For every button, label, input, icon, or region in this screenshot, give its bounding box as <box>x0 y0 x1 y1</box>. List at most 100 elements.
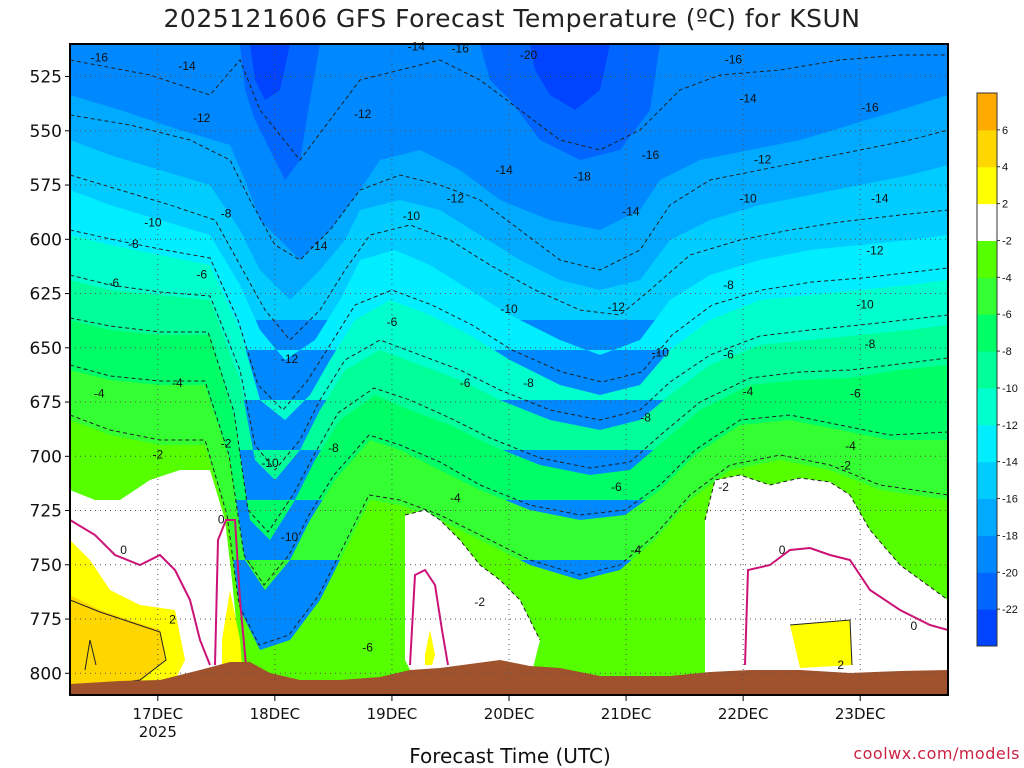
contour-label: -6 <box>109 276 120 290</box>
colorbar-segment <box>977 535 997 573</box>
y-tick-label: 700 <box>30 447 62 467</box>
colorbar-segment <box>977 203 997 241</box>
colorbar-label: -2 <box>1002 235 1012 247</box>
y-tick-label: 675 <box>30 393 62 413</box>
y-tick-label: 600 <box>30 230 62 250</box>
contour-label: -16 <box>452 42 470 56</box>
contour-label: -2 <box>840 458 851 472</box>
colorbar-label: -12 <box>1002 420 1018 432</box>
terrain-ground <box>70 660 948 695</box>
contour-label: -6 <box>611 480 622 494</box>
contour-label: 2 <box>169 612 176 626</box>
contour-label: -14 <box>408 40 426 54</box>
contour-label: -2 <box>718 480 729 494</box>
colorbar-label: -14 <box>1002 457 1018 469</box>
contour-label: -8 <box>328 441 339 455</box>
contour-label: -8 <box>523 376 534 390</box>
contour-label: -16 <box>91 50 109 64</box>
colorbar-segment <box>977 351 997 389</box>
band-warm-left-core <box>70 595 165 690</box>
contour-label: -2 <box>474 595 485 609</box>
isotherm-line <box>70 54 948 161</box>
colorbar-label: 4 <box>1002 162 1008 174</box>
y-tick-label: 625 <box>30 285 62 305</box>
band-cold-core-2 <box>250 44 290 100</box>
band-warm-mid <box>425 630 435 665</box>
contour-label: -12 <box>281 352 299 366</box>
contour-label: -14 <box>310 239 328 253</box>
warm-contour-line <box>70 599 167 691</box>
y-tick-label: 550 <box>30 122 62 142</box>
colorbar-label: -20 <box>1002 567 1018 579</box>
contour-label: -12 <box>447 191 465 205</box>
band-warm-spike <box>222 590 242 668</box>
x-tick-label: 18DEC <box>250 705 301 723</box>
contour-label: -4 <box>94 387 105 401</box>
colorbar-legend: 6 4 2 -2 -4 -6 -8 -10 -12 -14 -16 -18 -20 -22 <box>976 92 1018 647</box>
isotherm-line <box>70 229 948 411</box>
band-above-freezing-mid <box>405 510 540 690</box>
freezing-line-spike <box>214 519 247 666</box>
contour-label: -8 <box>128 237 139 251</box>
x-tick-label: 22DEC <box>718 705 769 723</box>
chart-title: 2025121606 GFS Forecast Temperature (ºC)… <box>163 4 861 33</box>
contour-label: -10 <box>281 530 299 544</box>
contour-label: -2 <box>221 437 232 451</box>
x-tick-label: 21DEC <box>601 705 652 723</box>
y-tick-label: 750 <box>30 556 62 576</box>
y-tick-label: 525 <box>30 68 62 88</box>
contour-label: -16 <box>861 100 879 114</box>
x-tick-label: 19DEC <box>367 705 418 723</box>
colorbar-segment <box>977 461 997 500</box>
colorbar-label: -6 <box>1002 309 1012 321</box>
freezing-line <box>70 519 948 666</box>
contour-label: -10 <box>261 456 279 470</box>
colorbar-segment <box>977 609 997 647</box>
freezing-line-right <box>744 546 948 666</box>
contour-label: -6 <box>723 348 734 362</box>
contour-label: 0 <box>779 543 786 557</box>
y-axis: 525 550 575 600 625 650 675 700 725 750 775 800 <box>30 68 70 684</box>
colorbar-segment <box>977 387 997 426</box>
isotherm-line <box>70 414 948 646</box>
isotherm-lines <box>70 54 948 646</box>
freezing-line-mid <box>409 568 449 666</box>
contour-label: -6 <box>460 376 471 390</box>
contour-labels: -16 -14 -12 -10 -8 -8 -6 -6 -4 -4 -2 -2 0 0 2 -14 -12 -10… <box>91 40 918 672</box>
contour-label: -10 <box>739 191 757 205</box>
contour-label: -8 <box>640 411 651 425</box>
band-above-freezing-right <box>705 475 948 680</box>
contour-label: 2 <box>837 658 844 672</box>
contour-label: -10 <box>856 298 874 312</box>
warm-contour-line <box>789 619 853 666</box>
colorbar-segment <box>977 240 997 278</box>
colorbar-frame <box>976 92 998 647</box>
freezing-line-left <box>70 519 211 666</box>
y-tick-label: 575 <box>30 176 62 196</box>
band-warm-right <box>790 620 852 668</box>
contour-label: -10 <box>403 209 421 223</box>
contour-label: -4 <box>450 491 461 505</box>
contour-label: -14 <box>739 92 757 106</box>
contour-label: -4 <box>172 376 183 390</box>
x-tick-label: 20DEC <box>484 705 535 723</box>
colorbar-label: -22 <box>1002 604 1018 616</box>
contour-label: -4 <box>743 385 754 399</box>
contour-label: -8 <box>723 278 734 292</box>
colorbar-segment <box>977 572 997 610</box>
colorbar-segment <box>977 314 997 352</box>
colorbar-label: -10 <box>1002 383 1018 395</box>
y-tick-label: 775 <box>30 610 62 630</box>
contour-label: -14 <box>871 191 889 205</box>
contour-label: 0 <box>911 619 918 633</box>
colorbar-segment <box>977 498 997 536</box>
contour-label: -6 <box>196 267 207 281</box>
colorbar-label: 6 <box>1002 125 1008 137</box>
y-tick-label: 650 <box>30 339 62 359</box>
contour-label: -12 <box>608 300 626 314</box>
warm-contour-line <box>84 639 97 671</box>
contour-label: -4 <box>630 543 641 557</box>
colorbar-segment <box>977 129 997 168</box>
y-tick-label: 725 <box>30 502 62 522</box>
